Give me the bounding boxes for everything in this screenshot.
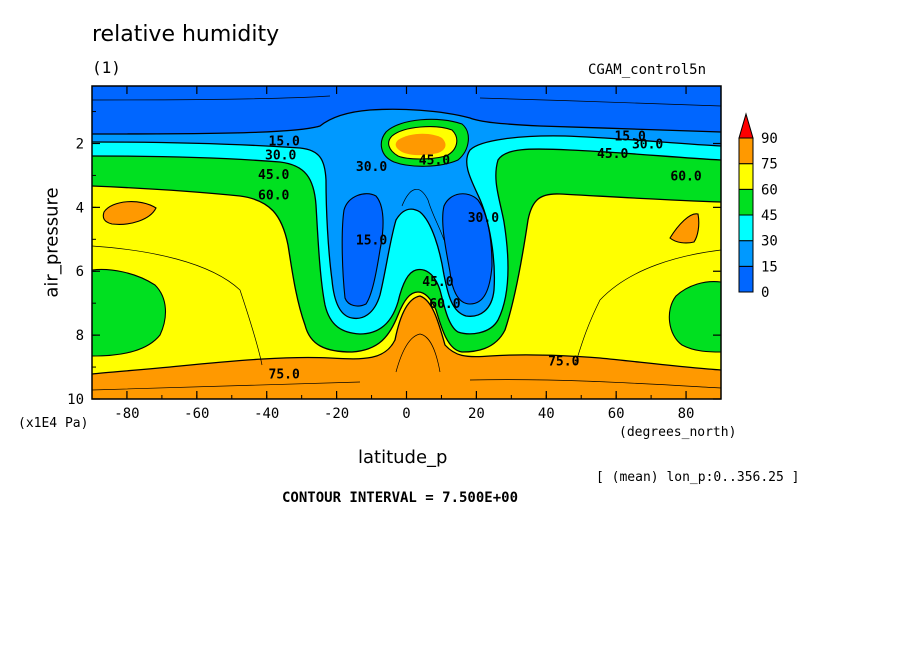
x-tick-label: -40 [254,406,279,422]
colorbar-level-label: 0 [761,285,769,301]
contour-label: 45.0 [597,147,628,162]
contour-label: 45.0 [419,153,450,168]
x-tick-label: 0 [402,406,410,422]
contour-label: 75.0 [269,367,300,382]
fill-band-darkblue [92,86,721,134]
contour-line-60 [92,185,721,353]
colorbar-level-label: 90 [761,131,778,147]
colorbar-overflow-arrow [738,112,754,139]
contour-line-15 [92,108,721,135]
contour-label: 15.0 [614,130,645,145]
contour-label: 45.0 [422,275,453,290]
run-label: CGAM_control5n [588,62,707,78]
contour-label: 30.0 [632,137,663,152]
colorbar-segment [738,240,754,267]
colorbar: 0 15 30 45 60 75 90 [738,112,778,301]
chart-title: relative humidity [92,22,280,47]
x-tick-label: 60 [608,406,625,422]
contour-label: 60.0 [670,169,701,184]
contour-label: 75.0 [548,355,579,370]
y-tick-label: 2 [76,136,84,152]
contour-line-thin-mid [92,245,721,366]
contour-labels: 15.030.045.060.030.0 45.015.030.045.060.0… [258,130,702,383]
colorbar-segment [738,265,754,293]
x-tick-label: -20 [324,406,349,422]
y-tick-label: 8 [76,328,84,344]
x-ticks: -80 -60 -40 -20 0 20 40 60 80 [91,86,722,422]
fill-upper-orange [395,133,446,156]
x-axis-label: latitude_p [358,447,448,468]
contour-line-layer [92,95,721,391]
colorbar-segment [738,137,754,165]
contour-label: 15.0 [356,233,387,248]
contour-label: 45.0 [258,168,289,183]
x-tick-label: -60 [184,406,209,422]
y-tick-label: 6 [76,264,84,280]
contour-line-thin-upper [92,95,721,107]
y-axis-unit: (x1E4 Pa) [18,416,89,431]
y-tick-label: 10 [67,392,84,408]
x-tick-label: -80 [114,406,139,422]
colorbar-level-label: 45 [761,208,778,224]
fill-minimum-left [342,193,384,306]
fill-orange-spot-right [670,213,699,243]
contour-label: 30.0 [265,149,296,164]
fill-minimum-right [442,193,492,304]
colorbar-level-label: 75 [761,157,778,173]
fill-orange-spot-left [103,201,156,225]
averaging-note: [ (mean) lon_p:0..356.25 ] [596,470,800,485]
contour-label: 30.0 [356,160,387,175]
contour-line-30 [92,135,721,320]
colorbar-segment [738,214,754,242]
fill-green-blob-left [92,269,166,356]
contour-interval: CONTOUR INTERVAL = 7.500E+00 [282,490,519,506]
contour-line-thin-lower [92,379,721,391]
x-tick-label: 80 [678,406,695,422]
colorbar-level-label: 15 [761,259,778,275]
colorbar-level-label: 60 [761,182,778,198]
contour-label: 15.0 [269,134,300,149]
contour-label: 60.0 [429,297,460,312]
x-tick-label: 20 [468,406,485,422]
contour-fill-layer [92,86,721,399]
colorbar-segment [738,188,754,216]
colorbar-segment [738,163,754,190]
contour-line-45 [92,148,721,335]
contour-line-thin-core [395,189,445,373]
x-tick-label: 40 [538,406,555,422]
colorbar-level-label: 30 [761,234,778,250]
contour-label: 30.0 [468,211,499,226]
fill-band-lightblue [92,86,721,319]
contour-line-spots [92,201,721,357]
contour-line-minima [341,193,493,307]
x-axis-unit: (degrees_north) [619,425,737,440]
contour-line-75 [92,295,721,375]
contour-label: 60.0 [258,189,289,204]
contour-line-upper-lens [380,118,469,167]
fill-green-blob-right [669,281,721,352]
y-ticks: 2 4 6 8 10 [67,111,721,408]
y-tick-label: 4 [76,200,84,216]
chart-subtitle: (1) [92,58,121,77]
